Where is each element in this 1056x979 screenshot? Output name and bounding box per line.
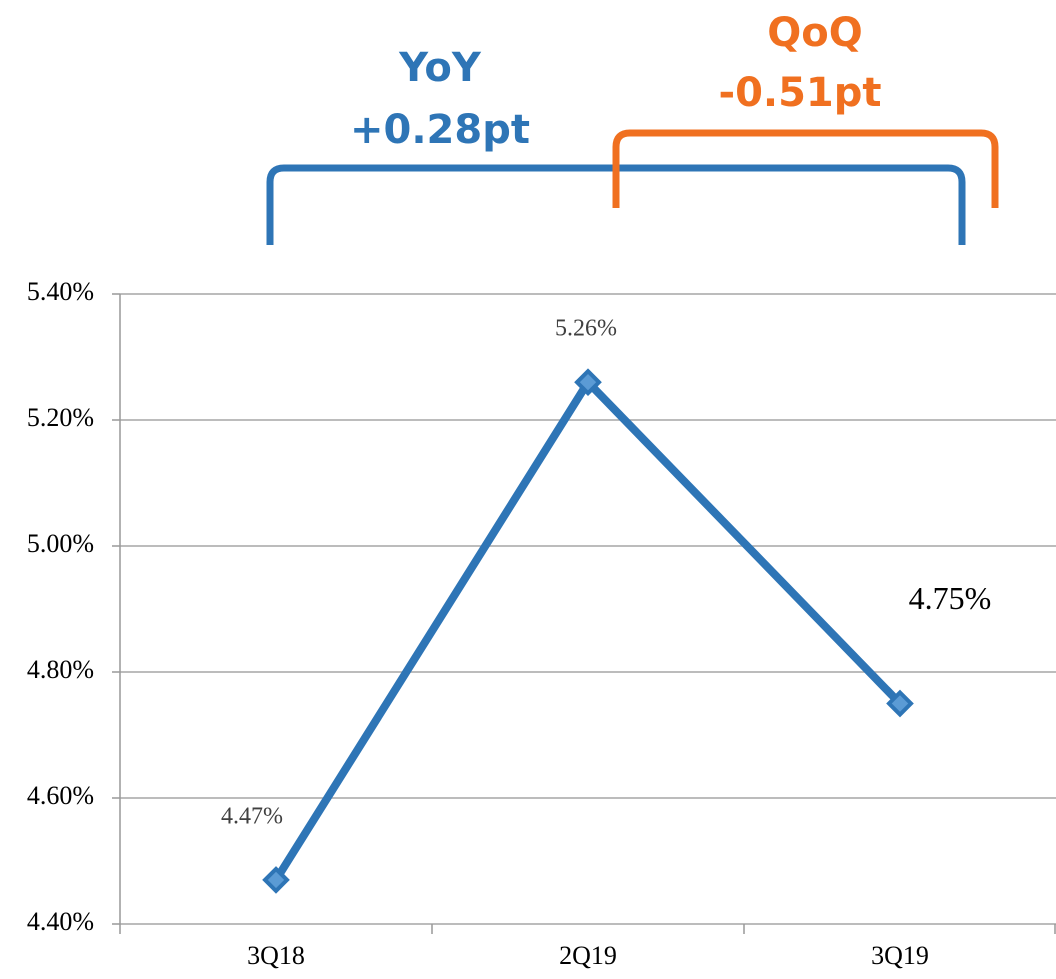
y-tick-label: 5.00% [27, 529, 94, 558]
data-label: 4.47% [221, 803, 283, 829]
x-tick-label: 3Q18 [247, 941, 305, 970]
y-tick-label: 4.80% [27, 655, 94, 684]
y-tick-label: 5.40% [27, 277, 94, 306]
x-tick-label: 3Q19 [871, 941, 929, 970]
marker [886, 689, 914, 718]
data-label: 5.26% [555, 316, 617, 342]
y-tick-label: 4.40% [27, 907, 94, 936]
y-tick-label: 4.60% [27, 781, 94, 810]
line [272, 378, 903, 883]
qoq-bracket [612, 129, 999, 208]
data-label: 4.75% [909, 580, 992, 616]
y-tick-label: 5.20% [27, 403, 94, 432]
x-tick-label: 2Q19 [559, 941, 617, 970]
annotation-text: +0.28pt [350, 107, 530, 153]
marker [574, 368, 602, 397]
annotation-text: -0.51pt [718, 70, 881, 116]
marker [262, 866, 290, 894]
annotation-title: YoY [398, 45, 482, 91]
annotation-title: QoQ [767, 10, 863, 56]
